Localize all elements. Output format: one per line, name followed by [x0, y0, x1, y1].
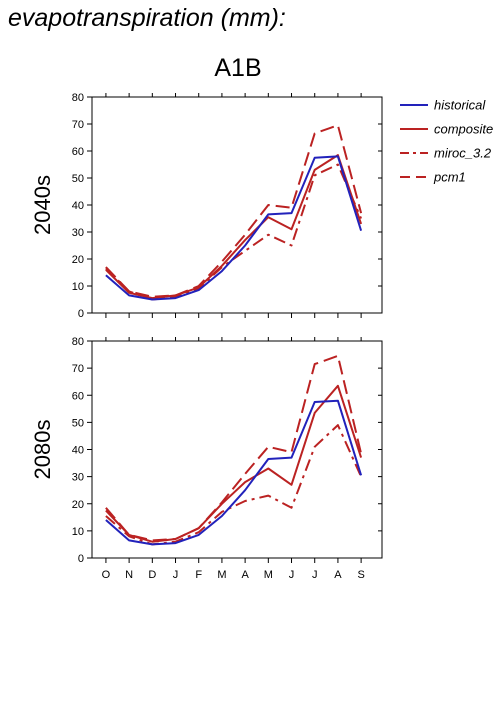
legend-label: historical: [434, 98, 486, 113]
x-tick-label: O: [102, 569, 111, 581]
y-tick-label: 50: [72, 417, 84, 429]
y-tick-label: 20: [72, 254, 84, 266]
x-tick-label: M: [264, 569, 273, 581]
series-line-composite: [105, 384, 363, 543]
series-line-miroc-3-2: [105, 424, 363, 546]
y-tick-label: 20: [72, 499, 84, 511]
legend-item-miroc-3-2: miroc_3.2: [400, 146, 492, 161]
x-tick-label: M: [217, 569, 226, 581]
y-tick-label: 30: [72, 227, 84, 239]
panel-2040s: 0 10 20 30 40 50 60 70 80 2040s: [30, 92, 383, 320]
x-tick-label: F: [195, 569, 202, 581]
x-tick-label: N: [125, 569, 133, 581]
x-tick-label: J: [173, 569, 179, 581]
chart-legend: historical composite miroc_3.2 pcm1: [400, 98, 493, 185]
y-tick-label: 50: [72, 173, 84, 185]
y-tick-label: 10: [72, 526, 84, 538]
y-tick-label: 30: [72, 472, 84, 484]
y-tick-label: 70: [72, 119, 84, 131]
series-line-pcm1: [105, 124, 363, 298]
y-tick-label: 0: [78, 308, 84, 320]
y-tick-label: 10: [72, 281, 84, 293]
panel-2080s: 0 10 20 30 40 50 60 70 80 O N D J F M A M J J A S 2080s: [30, 336, 383, 581]
panel-label: 2040s: [30, 175, 55, 235]
panel-label: 2080s: [30, 420, 55, 480]
legend-item-pcm1: pcm1: [400, 170, 466, 185]
series-line-miroc-3-2: [105, 163, 363, 301]
y-tick-label: 80: [72, 92, 84, 104]
series-line-pcm1: [105, 354, 363, 542]
x-tick-label: A: [334, 569, 342, 581]
y-tick-label: 0: [78, 553, 84, 565]
plot-frame: [91, 340, 383, 559]
legend-item-historical: historical: [400, 98, 486, 113]
series-line-historical: [105, 399, 363, 546]
y-tick-label: 80: [72, 336, 84, 348]
y-tick-label: 60: [72, 390, 84, 402]
series-line-composite: [105, 154, 363, 300]
legend-label: composite: [434, 122, 493, 137]
x-tick-label: J: [312, 569, 318, 581]
series-line-historical: [105, 155, 363, 301]
x-tick-label: S: [357, 569, 364, 581]
x-tick-label: A: [241, 569, 249, 581]
legend-item-composite: composite: [400, 122, 493, 137]
y-tick-label: 40: [72, 200, 84, 212]
legend-label: pcm1: [433, 170, 466, 185]
legend-label: miroc_3.2: [434, 146, 492, 161]
scenario-title: A1B: [214, 54, 262, 82]
chart-panels: 0 10 20 30 40 50 60 70 80 2040s 0 10 20 30 40 50 60 70 80 O…: [30, 92, 383, 581]
x-tick-label: J: [289, 569, 295, 581]
page-title: evapotranspiration (mm):: [8, 4, 286, 32]
y-tick-label: 70: [72, 363, 84, 375]
y-tick-label: 60: [72, 146, 84, 158]
x-tick-label: D: [148, 569, 156, 581]
y-tick-label: 40: [72, 445, 84, 457]
